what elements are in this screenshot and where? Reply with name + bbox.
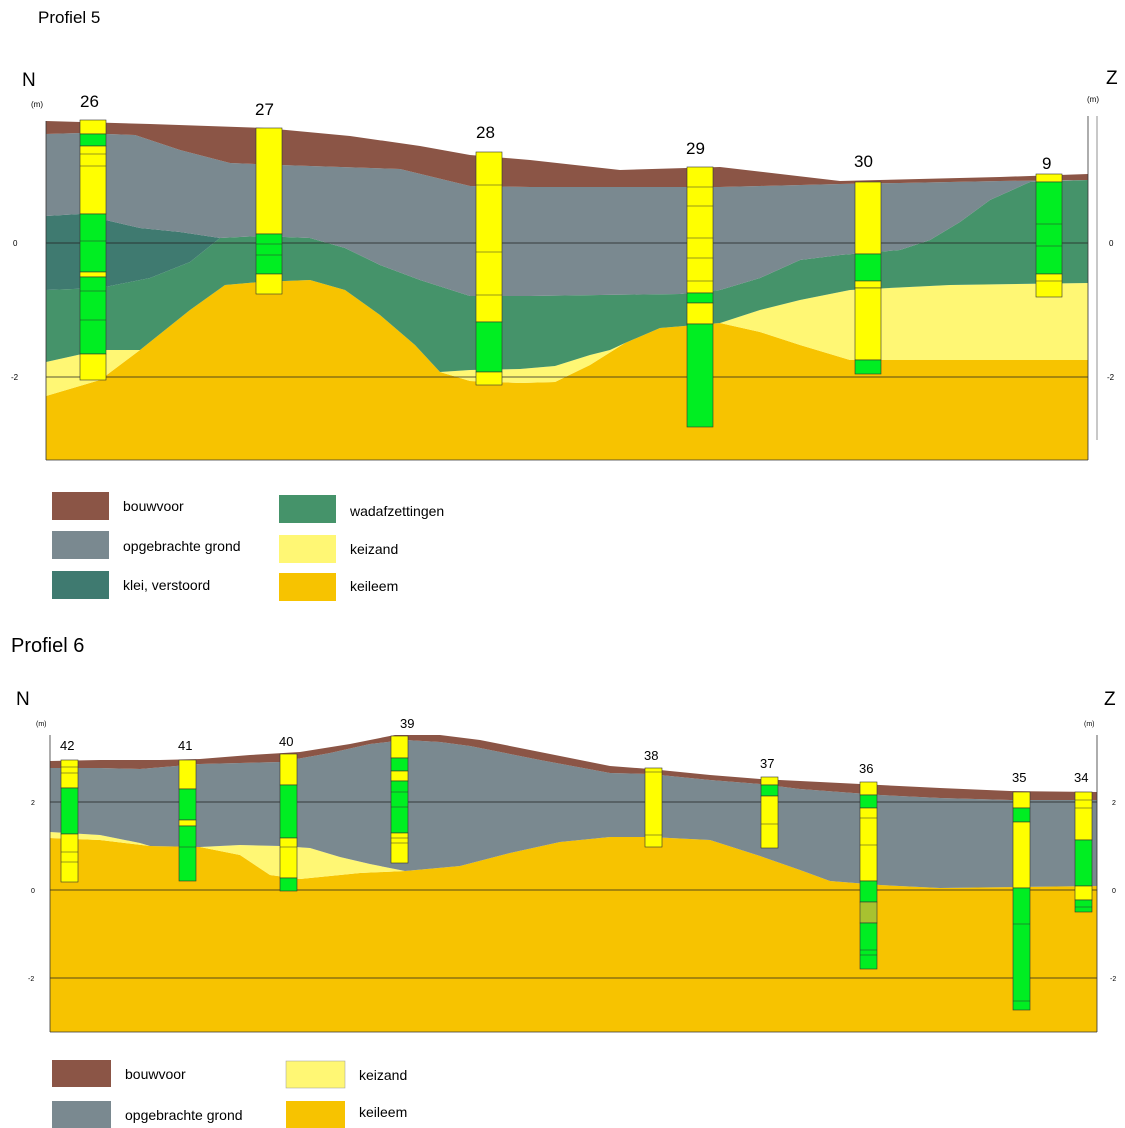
p5-tick-0-right: 0 xyxy=(1109,239,1114,248)
p5-borehole-label-30: 30 xyxy=(854,152,873,171)
p6-borehole-label-36: 36 xyxy=(859,761,873,776)
profiel6-section: 2 0 -2 2 0 -2 xyxy=(28,735,1116,1033)
p5-legend-label-keizand: keizand xyxy=(350,541,398,557)
profiel6-unit-left: (m) xyxy=(36,721,47,728)
p5-tick-0-left: 0 xyxy=(13,239,18,248)
p6-tick-0-left: 0 xyxy=(31,888,35,895)
p5-opgebrachte-grond-layer xyxy=(46,133,1088,296)
p6-legend-label-keileem: keileem xyxy=(359,1104,407,1120)
p6-opgebrachte-grond-layer xyxy=(50,740,1097,888)
profiel5-section: 0 -2 0 -2 xyxy=(11,116,1115,461)
p6-legend-swatch-keileem xyxy=(286,1101,345,1128)
p5-borehole-label-29: 29 xyxy=(686,139,705,158)
p6-borehole-label-39: 39 xyxy=(400,716,414,731)
p6-tick-2-right: 2 xyxy=(1112,800,1116,807)
p5-borehole-26 xyxy=(79,119,107,381)
p5-borehole-label-26: 26 xyxy=(80,92,99,111)
profiel6-unit-right: (m) xyxy=(1084,721,1095,728)
p6-borehole-label-38: 38 xyxy=(644,748,658,763)
p6-borehole-38 xyxy=(644,767,663,848)
profiel5-legend: bouwvoor opgebrachte grond klei, verstoo… xyxy=(52,492,444,601)
profiel5-unit-right: (m) xyxy=(1087,95,1099,104)
p5-borehole-28 xyxy=(475,151,503,386)
p6-bouwvoor-layer xyxy=(50,735,1097,800)
p5-tick-m2-left: -2 xyxy=(11,373,19,382)
profiel5-north-label: N xyxy=(22,70,36,91)
p5-borehole-27 xyxy=(255,127,283,295)
p6-borehole-label-40: 40 xyxy=(279,734,293,749)
p5-legend-label-bouwvoor: bouwvoor xyxy=(123,498,184,514)
p6-tick-m2-right: -2 xyxy=(1110,976,1116,983)
profiel6-north-label: N xyxy=(16,689,30,710)
p5-borehole-label-27: 27 xyxy=(255,100,274,119)
profiel6-south-label: Z xyxy=(1104,689,1116,710)
p5-legend-swatch-klei-verstoord xyxy=(52,571,109,599)
p6-tick-0-right: 0 xyxy=(1112,888,1116,895)
p5-legend-swatch-keileem xyxy=(279,573,336,601)
p5-legend-label-keileem: keileem xyxy=(350,578,398,594)
p5-borehole-label-9: 9 xyxy=(1042,154,1051,173)
p6-borehole-40 xyxy=(279,753,298,892)
profiel5-unit-left: (m) xyxy=(31,100,43,109)
p6-borehole-35 xyxy=(1012,791,1031,1011)
p5-legend-swatch-opgebrachte-grond xyxy=(52,531,109,559)
profiel6-title: Profiel 6 xyxy=(11,635,84,657)
p6-legend-label-bouwvoor: bouwvoor xyxy=(125,1066,186,1082)
p6-legend-swatch-bouwvoor xyxy=(52,1060,111,1087)
profiel5-title: Profiel 5 xyxy=(38,8,100,27)
p6-borehole-42 xyxy=(60,759,79,883)
p6-keileem-layer xyxy=(50,837,1097,1032)
p6-borehole-37 xyxy=(760,776,779,849)
p5-legend-label-wadafzettingen: wadafzettingen xyxy=(349,503,444,519)
p6-legend-swatch-keizand xyxy=(285,1060,346,1089)
p6-borehole-label-37: 37 xyxy=(760,756,774,771)
p6-borehole-label-42: 42 xyxy=(60,738,74,753)
p5-borehole-29 xyxy=(686,166,714,428)
p6-legend-swatch-opgebrachte-grond xyxy=(52,1101,111,1128)
profiel5-south-label: Z xyxy=(1106,68,1118,89)
p6-legend-label-opgebrachte-grond: opgebrachte grond xyxy=(125,1107,243,1123)
p6-borehole-34 xyxy=(1074,791,1093,913)
p5-legend-swatch-wadafzettingen xyxy=(279,495,336,523)
p6-tick-m2-left: -2 xyxy=(28,976,34,983)
p6-borehole-label-35: 35 xyxy=(1012,770,1026,785)
p5-bouwvoor-layer xyxy=(46,121,1088,187)
p6-borehole-label-34: 34 xyxy=(1074,770,1088,785)
p6-borehole-36 xyxy=(859,781,878,970)
p5-legend-swatch-bouwvoor xyxy=(52,492,109,520)
p5-keileem-layer xyxy=(46,280,1088,460)
p5-legend-label-opgebrachte-grond: opgebrachte grond xyxy=(123,538,241,554)
p6-keizand-layer-mid xyxy=(200,845,405,879)
p6-borehole-label-41: 41 xyxy=(178,738,192,753)
p5-borehole-9 xyxy=(1035,173,1063,298)
p6-tick-2-left: 2 xyxy=(31,800,35,807)
p5-legend-swatch-keizand xyxy=(279,535,336,563)
p5-keizand-layer-right xyxy=(720,283,1088,360)
p6-borehole-39 xyxy=(390,735,409,864)
p6-legend-label-keizand: keizand xyxy=(359,1067,407,1083)
profiel6-legend: bouwvoor opgebrachte grond keizand keile… xyxy=(52,1060,407,1128)
p5-borehole-label-28: 28 xyxy=(476,123,495,142)
p5-tick-m2-right: -2 xyxy=(1107,373,1115,382)
p5-borehole-30 xyxy=(854,181,882,375)
p5-legend-label-klei-verstoord: klei, verstoord xyxy=(123,577,210,593)
p6-borehole-41 xyxy=(178,759,197,882)
